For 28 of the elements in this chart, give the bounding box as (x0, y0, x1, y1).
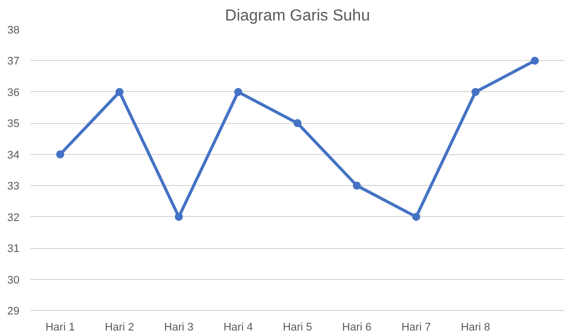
point (234, 88, 242, 96)
chart-title: Diagram Garis Suhu (225, 8, 370, 24)
point (56, 150, 64, 158)
point (174, 212, 183, 221)
y-tick-label: 38 (7, 24, 20, 36)
point (472, 88, 480, 96)
y-tick-label: 33 (7, 180, 20, 193)
point (116, 88, 124, 96)
x-tick-label: Hari 6 (342, 322, 372, 334)
x-tick-label: Hari 2 (104, 322, 134, 334)
y-tick-label: 35 (7, 118, 20, 130)
y-tick-label: 34 (7, 149, 20, 162)
point (412, 212, 420, 221)
y-tick-label: 36 (7, 86, 20, 99)
y-tick-label: 32 (7, 212, 20, 224)
point (294, 119, 302, 128)
y-tick-label: 31 (7, 243, 20, 256)
y-tick-label: 37 (7, 56, 20, 68)
x-tick-label: Hari 1 (45, 322, 75, 334)
x-tick-label: Hari 4 (223, 322, 253, 334)
point (530, 56, 539, 65)
x-tick-label: Hari 3 (164, 322, 194, 334)
y-tick-label: 29 (7, 306, 20, 318)
y-tick-label: 30 (7, 274, 20, 286)
point (352, 182, 361, 190)
x-tick-label: Hari 8 (460, 322, 490, 334)
x-tick-label: Hari 5 (282, 322, 312, 334)
x-tick-label: Hari 7 (401, 322, 431, 334)
